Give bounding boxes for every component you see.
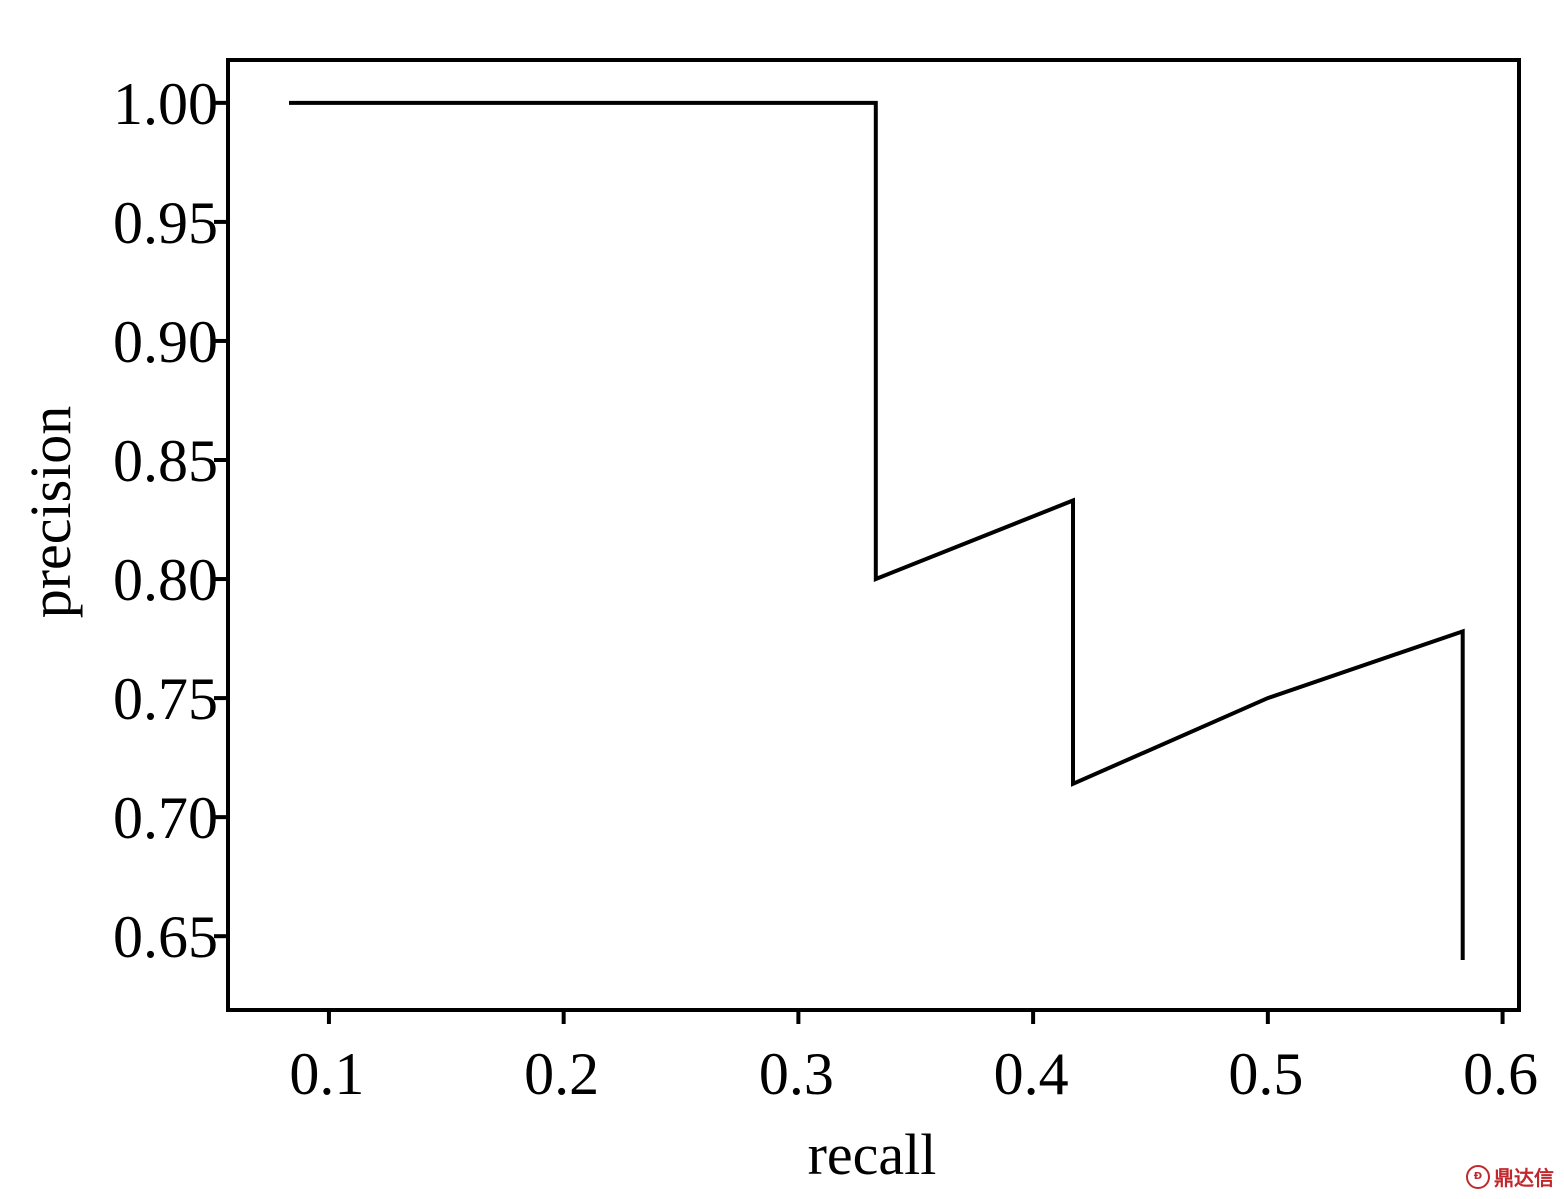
watermark-text: 鼎达信 (1494, 1166, 1554, 1190)
x-axis-title: recall (808, 1122, 937, 1187)
dingdaxin-logo-icon: Đ (1466, 1164, 1490, 1189)
y-tick-label: 0.95 (113, 190, 218, 256)
x-tick-label: 0.2 (524, 1041, 599, 1107)
y-tick-label: 0.90 (113, 309, 218, 375)
pr-curve-line (289, 100, 1465, 960)
y-tick-label: 1.00 (113, 71, 218, 137)
x-tick-label: 0.3 (759, 1041, 834, 1107)
plot-area (226, 58, 1521, 1012)
y-tick-label: 0.85 (113, 428, 218, 494)
x-tick-label: 0.4 (994, 1041, 1069, 1107)
y-tick-label: 0.80 (113, 547, 218, 613)
y-axis-ticks: 0.65 0.70 0.75 0.80 0.85 0.90 0.95 1.00 (113, 71, 228, 970)
x-tick-label: 0.6 (1463, 1041, 1538, 1107)
y-tick-label: 0.75 (113, 666, 218, 732)
x-axis-ticks: 0.1 0.2 0.3 0.4 0.5 0.6 (289, 1010, 1538, 1107)
y-axis-title: precision (18, 406, 83, 619)
y-tick-label: 0.65 (113, 904, 218, 970)
x-tick-label: 0.5 (1228, 1041, 1303, 1107)
y-tick-label: 0.70 (113, 785, 218, 851)
plot-frame (226, 58, 1521, 1012)
watermark: Đ 鼎达信 (1466, 1162, 1554, 1191)
x-tick-label: 0.1 (289, 1041, 364, 1107)
